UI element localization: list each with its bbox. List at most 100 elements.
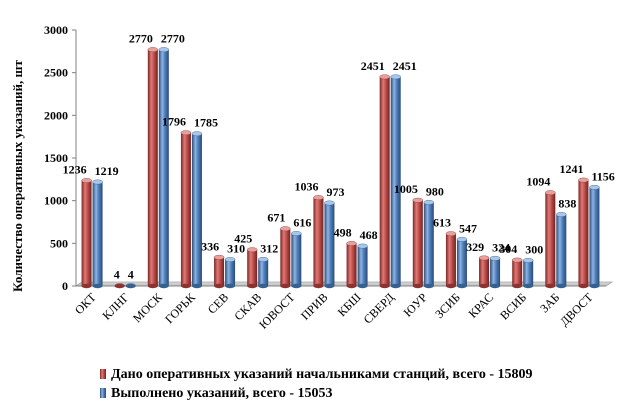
x-tick-label: ПРИВ <box>298 290 331 323</box>
bar-cap-1-ЗАБ <box>556 212 567 217</box>
legend-label-1: Выполнено указаний, всего - 15053 <box>111 386 333 401</box>
legend-label-0: Дано оперативных указаний начальниками с… <box>111 367 532 382</box>
bar-0-ЗСИБ <box>445 233 456 286</box>
bar-1-ДВОСТ <box>589 187 600 286</box>
data-label: 498 <box>334 226 352 240</box>
bar-cap-0-СВЕРД <box>379 74 390 80</box>
bar-cap-1-КРАС <box>489 255 501 261</box>
legend-swatch-0 <box>100 369 106 379</box>
data-label: 1796 <box>162 115 186 129</box>
bar-base-0-ДВОСТ <box>578 283 589 289</box>
bar-1-СЕВ <box>225 259 236 286</box>
bar-1-КРАС <box>490 258 501 286</box>
bar-base-0-КЛНГ <box>114 283 125 289</box>
x-tick-label: ОКТ <box>72 290 99 317</box>
bar-base-1-СЕВ <box>225 283 236 289</box>
bar-1-ЗСИБ <box>456 239 467 286</box>
bar-0-СКАВ <box>247 249 258 286</box>
bar-base-1-ЮУР <box>423 283 434 289</box>
bar-1-ЮУР <box>423 202 434 286</box>
x-tick-label: ЗСИБ <box>432 290 463 321</box>
data-label: 329 <box>466 240 484 254</box>
bar-base-1-ЗСИБ <box>456 283 467 289</box>
data-label: 671 <box>267 211 285 225</box>
bar-base-0-СЕВ <box>214 283 225 289</box>
bar-1-МОСК <box>158 49 169 287</box>
bar-base-0-СВЕРД <box>379 283 390 289</box>
bar-0-ПРИВ <box>313 197 324 286</box>
data-label: 838 <box>558 196 576 210</box>
bar-cap-1-ОКТ <box>92 179 103 185</box>
bar-0-ЮВОСТ <box>280 228 291 286</box>
x-tick-label: СВЕРД <box>361 290 397 326</box>
bar-base-0-ЮВОСТ <box>280 283 291 289</box>
bar-cap-0-ПРИВ <box>313 195 324 200</box>
bar-base-0-ЗСИБ <box>445 283 456 289</box>
bar-cap-0-МОСК <box>147 47 159 53</box>
bar-0-ЮУР <box>412 200 423 286</box>
bar-0-МОСК <box>147 49 158 287</box>
bar-cap-0-ЗАБ <box>545 190 556 196</box>
y-tick-label: 2500 <box>44 66 68 80</box>
bar-0-ГОРЬК <box>180 132 191 286</box>
data-label: 300 <box>525 242 543 256</box>
bar-1-ЗАБ <box>556 214 567 286</box>
bar-base-1-МОСК <box>158 283 169 289</box>
bar-1-СВЕРД <box>390 76 401 287</box>
bar-base-0-ГОРЬК <box>180 283 191 289</box>
bar-base-1-ЗАБ <box>556 283 567 289</box>
bar-1-ПРИВ <box>324 202 335 286</box>
y-tick-label: 2000 <box>44 108 68 122</box>
data-label: 1156 <box>591 169 614 183</box>
bar-base-1-СКАВ <box>258 283 269 289</box>
y-tick-label: 1000 <box>44 194 68 208</box>
bar-0-ОКТ <box>81 180 92 286</box>
data-label: 1219 <box>95 164 119 178</box>
bar-cap-1-ЮУР <box>423 199 435 205</box>
data-label: 1094 <box>526 175 550 189</box>
x-tick-label: ЗАБ <box>537 290 562 315</box>
bar-0-ВСИБ <box>512 260 523 286</box>
data-label: 980 <box>426 184 444 198</box>
bar-cap-1-ЗСИБ <box>456 236 468 242</box>
x-tick-label: КБШ <box>335 290 364 319</box>
bar-base-1-ДВОСТ <box>589 283 600 289</box>
bar-1-КБШ <box>357 246 368 286</box>
y-tick-label: 0 <box>62 279 68 293</box>
data-label: 4 <box>114 268 120 282</box>
bar-cap-0-ЗСИБ <box>445 231 457 237</box>
data-label: 2451 <box>393 59 417 73</box>
bar-base-0-СКАВ <box>247 283 258 289</box>
bar-cap-1-ГОРЬК <box>191 131 203 137</box>
bar-0-ДВОСТ <box>578 180 589 286</box>
y-axis-title: Количество оперативных указаний, шт <box>10 59 25 291</box>
bar-cap-1-ПРИВ <box>324 200 335 206</box>
data-label: 1005 <box>394 182 418 196</box>
bar-cap-1-ЮВОСТ <box>291 231 302 236</box>
bar-0-ЗАБ <box>545 192 556 286</box>
x-tick-label: МОСК <box>130 290 166 326</box>
y-tick-label: 500 <box>50 236 68 250</box>
bar-cap-0-ГОРЬК <box>180 130 192 136</box>
bar-cap-1-СВЕРД <box>390 74 401 80</box>
x-tick-label: ЮВОСТ <box>256 290 298 332</box>
bar-cap-0-ДВОСТ <box>578 177 589 183</box>
data-label: 2770 <box>129 32 153 46</box>
bar-cap-0-ЮУР <box>412 197 424 203</box>
x-tick-label: КРАС <box>466 290 497 321</box>
bar-base-1-ВСИБ <box>523 283 534 289</box>
bar-cap-1-МОСК <box>158 47 170 53</box>
bar-base-1-ОКТ <box>92 283 103 289</box>
bar-cap-1-ДВОСТ <box>589 184 600 190</box>
data-label: 304 <box>499 242 517 256</box>
data-label: 547 <box>459 221 477 235</box>
bar-cap-0-ЮВОСТ <box>280 226 291 232</box>
bar-0-СЕВ <box>214 257 225 286</box>
x-tick-label: ЮУР <box>401 290 431 320</box>
y-tick-label: 3000 <box>44 23 68 37</box>
bar-1-ВСИБ <box>523 260 534 286</box>
bar-cap-1-СЕВ <box>224 257 236 262</box>
data-label: 336 <box>201 239 219 253</box>
bar-cap-1-ВСИБ <box>522 257 534 263</box>
